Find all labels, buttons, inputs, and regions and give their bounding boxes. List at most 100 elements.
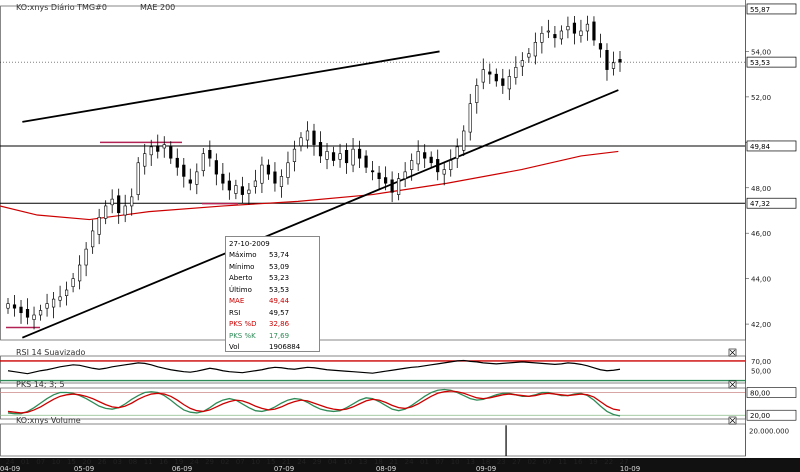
info-row-label: Aberto bbox=[229, 274, 253, 282]
trendline-0 bbox=[22, 50, 440, 123]
date-label: 29 bbox=[205, 458, 214, 466]
panel-close-icon bbox=[728, 380, 737, 389]
candle-body bbox=[175, 157, 179, 168]
candle-body bbox=[51, 298, 56, 308]
candle-body bbox=[344, 149, 349, 164]
candle-body bbox=[533, 42, 537, 57]
candle-body bbox=[553, 34, 557, 39]
candle-body bbox=[110, 198, 114, 206]
price-tag-box bbox=[746, 140, 797, 152]
candle-body bbox=[266, 164, 271, 175]
candle-body bbox=[325, 151, 329, 160]
candle-body bbox=[585, 23, 590, 32]
candle-body bbox=[592, 21, 596, 41]
date-label: 01 bbox=[420, 458, 429, 466]
candle-body bbox=[64, 289, 69, 296]
candle-body bbox=[572, 22, 577, 34]
pks-tick-label: 80,00 bbox=[750, 390, 770, 398]
info-row: MAE 49,44 bbox=[229, 296, 316, 308]
candle-body bbox=[481, 69, 485, 83]
date-label: 19 bbox=[174, 458, 183, 466]
candle-body bbox=[227, 180, 231, 191]
date-label: 24 bbox=[297, 458, 306, 466]
date-label: 07 bbox=[543, 458, 552, 466]
candle-body bbox=[416, 151, 420, 165]
date-label: 01 bbox=[21, 458, 30, 466]
date-label: 07 bbox=[435, 458, 444, 466]
candle-body bbox=[436, 159, 440, 173]
info-box: 27-10-2009 Máximo 53,74 Mínimo 53,09 Aberto 5… bbox=[225, 236, 320, 352]
date-label: 03 bbox=[113, 458, 122, 466]
date-label: 19 bbox=[589, 458, 598, 466]
date-label: 21 bbox=[282, 458, 291, 466]
info-row: PKS %D 32,86 bbox=[229, 319, 316, 331]
candle-body bbox=[318, 142, 323, 157]
candle-body bbox=[488, 71, 492, 75]
date-label: 20 bbox=[82, 458, 91, 466]
candle-body bbox=[117, 195, 121, 214]
month-label: 04-09 bbox=[0, 465, 20, 472]
candle-body bbox=[247, 189, 251, 194]
info-row-value: 17,69 bbox=[269, 331, 290, 340]
candle-body bbox=[351, 148, 355, 166]
info-row: Vol 1906884 bbox=[229, 342, 316, 354]
volume-panel-frame bbox=[0, 423, 746, 457]
candle-body bbox=[234, 185, 238, 194]
date-label: 24 bbox=[6, 458, 15, 466]
info-row-label: RSI bbox=[229, 308, 241, 317]
trendline-1 bbox=[22, 89, 619, 339]
candle-body bbox=[312, 130, 316, 145]
price-tag-box bbox=[746, 197, 797, 209]
info-row-label: Vol bbox=[229, 343, 240, 351]
info-row-value: 32,86 bbox=[269, 320, 290, 328]
price-tag-box bbox=[746, 56, 797, 68]
candle-body bbox=[84, 248, 88, 266]
date-label: 07 bbox=[36, 458, 45, 466]
candle-body bbox=[579, 30, 583, 36]
month-label: 09-09 bbox=[476, 465, 496, 472]
price-tick-label: 52,00 bbox=[751, 94, 771, 102]
month-label: 08-09 bbox=[376, 465, 396, 472]
info-row-value: 49,44 bbox=[269, 297, 290, 305]
candle-body bbox=[338, 153, 342, 160]
price-tag-label: 53,53 bbox=[750, 59, 770, 67]
candle-body bbox=[97, 217, 101, 235]
moving-average-line bbox=[0, 150, 619, 221]
candle-body bbox=[273, 171, 277, 184]
indicator-label-1: PKS 14; 3; 5 bbox=[16, 380, 65, 389]
candle-body bbox=[169, 146, 173, 159]
candle-body bbox=[540, 32, 544, 43]
candle-body bbox=[286, 162, 290, 178]
info-row-value: 53,09 bbox=[269, 262, 290, 271]
candle-body bbox=[208, 149, 212, 159]
candle-body bbox=[162, 144, 166, 149]
date-label: 08 bbox=[128, 458, 137, 466]
date-label: 27 bbox=[620, 458, 629, 466]
candle-body bbox=[377, 172, 381, 179]
close-icon-x bbox=[729, 417, 736, 424]
info-row: Máximo 53,74 bbox=[229, 250, 316, 262]
candle-body bbox=[429, 156, 433, 164]
date-label: 18 bbox=[374, 458, 383, 466]
candle-body bbox=[143, 153, 147, 167]
candle-body bbox=[559, 30, 564, 40]
candle-body bbox=[331, 152, 336, 161]
candle-body bbox=[182, 164, 186, 177]
price-panel-frame bbox=[0, 5, 746, 341]
month-label: 06-09 bbox=[172, 465, 192, 472]
info-row-label: MAE bbox=[229, 297, 245, 305]
candle-body bbox=[240, 186, 244, 195]
candle-body bbox=[494, 73, 498, 82]
month-label: 10-09 bbox=[620, 465, 640, 472]
candle-body bbox=[397, 178, 401, 195]
info-row-value: 53,53 bbox=[269, 285, 290, 294]
candle-body bbox=[58, 296, 62, 301]
info-row-label: Último bbox=[229, 285, 252, 294]
date-label: 13 bbox=[466, 458, 475, 466]
candle-body bbox=[507, 76, 511, 90]
date-label: 02 bbox=[220, 458, 229, 466]
indicator-label-2: KO:xnys Volume bbox=[16, 416, 81, 425]
candle-body bbox=[501, 78, 505, 86]
